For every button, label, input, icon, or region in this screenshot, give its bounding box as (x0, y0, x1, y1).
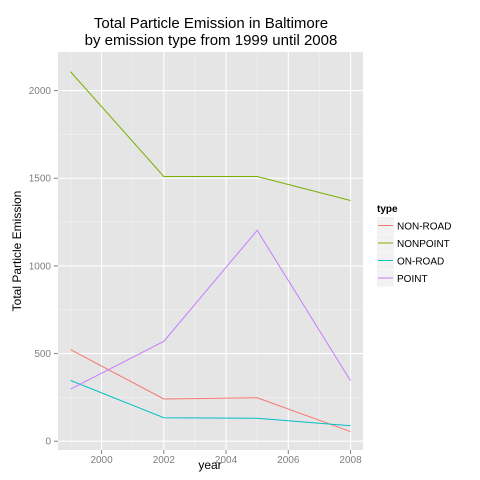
series-line-non-road (70, 349, 351, 433)
series-lines (70, 71, 351, 433)
y-axis-label: Total Particle Emission (10, 191, 24, 312)
legend-label-nonpoint: NONPOINT (397, 239, 450, 250)
y-tick-label: 500 (34, 349, 51, 360)
series-line-point (70, 229, 351, 390)
y-tick-label: 2000 (29, 86, 52, 97)
x-tick-label: 2008 (339, 455, 362, 466)
legend-title: type (377, 204, 398, 215)
series-line-nonpoint (70, 71, 351, 201)
y-tick-label: 1500 (29, 174, 52, 185)
x-axis-label: year (198, 458, 221, 472)
series-line-on-road (70, 379, 351, 427)
x-tick-label: 2002 (153, 455, 176, 466)
y-tick-label: 1000 (29, 261, 52, 272)
grid-lines (58, 52, 363, 450)
axis-ticks: 2000 2002 2004 2006 2008 0 500 1000 1500 2000 (29, 86, 362, 466)
plot-panel (58, 52, 363, 450)
legend-label-point: POINT (397, 274, 428, 285)
x-tick-label: 2004 (215, 455, 238, 466)
chart-title-line2: by emission type from 1999 until 2008 (85, 32, 338, 49)
x-tick-label: 2000 (90, 455, 113, 466)
legend-label-on-road: ON-ROAD (397, 257, 444, 268)
y-tick-label: 0 (45, 437, 51, 448)
chart-title-line1: Total Particle Emission in Baltimore (94, 15, 328, 32)
legend: type NON-ROAD NONPOINT ON-ROAD POINT (377, 204, 451, 287)
x-tick-label: 2006 (277, 455, 300, 466)
legend-label-non-road: NON-ROAD (397, 222, 451, 233)
